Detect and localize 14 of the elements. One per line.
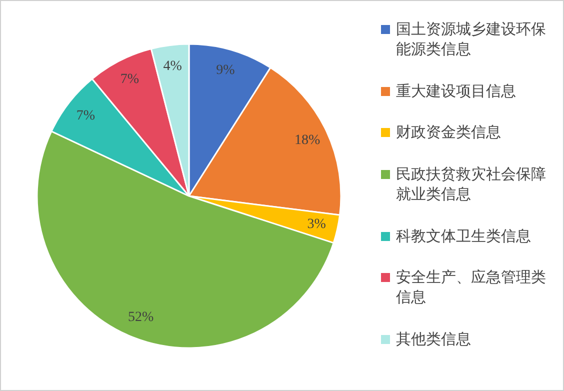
data-label: 9% — [216, 62, 236, 78]
data-label: 4% — [163, 58, 182, 74]
legend-label: 财政资金类信息 — [396, 122, 501, 142]
data-label: 3% — [307, 217, 326, 232]
legend-label: 科教文体卫生类信息 — [396, 226, 531, 246]
legend-label: 民政扶贫救灾社会保障就业类信息 — [396, 164, 547, 204]
data-label: 7% — [76, 108, 96, 124]
legend-label: 国土资源城乡建设环保能源类信息 — [396, 19, 547, 59]
data-label: 7% — [120, 72, 140, 88]
data-label: 18% — [294, 132, 320, 148]
legend-label: 其他类信息 — [396, 328, 471, 349]
legend-label: 安全生产、应急管理类信息 — [396, 267, 547, 308]
data-label: 52% — [128, 310, 154, 326]
legend-label: 重大建设项目信息 — [396, 80, 516, 101]
